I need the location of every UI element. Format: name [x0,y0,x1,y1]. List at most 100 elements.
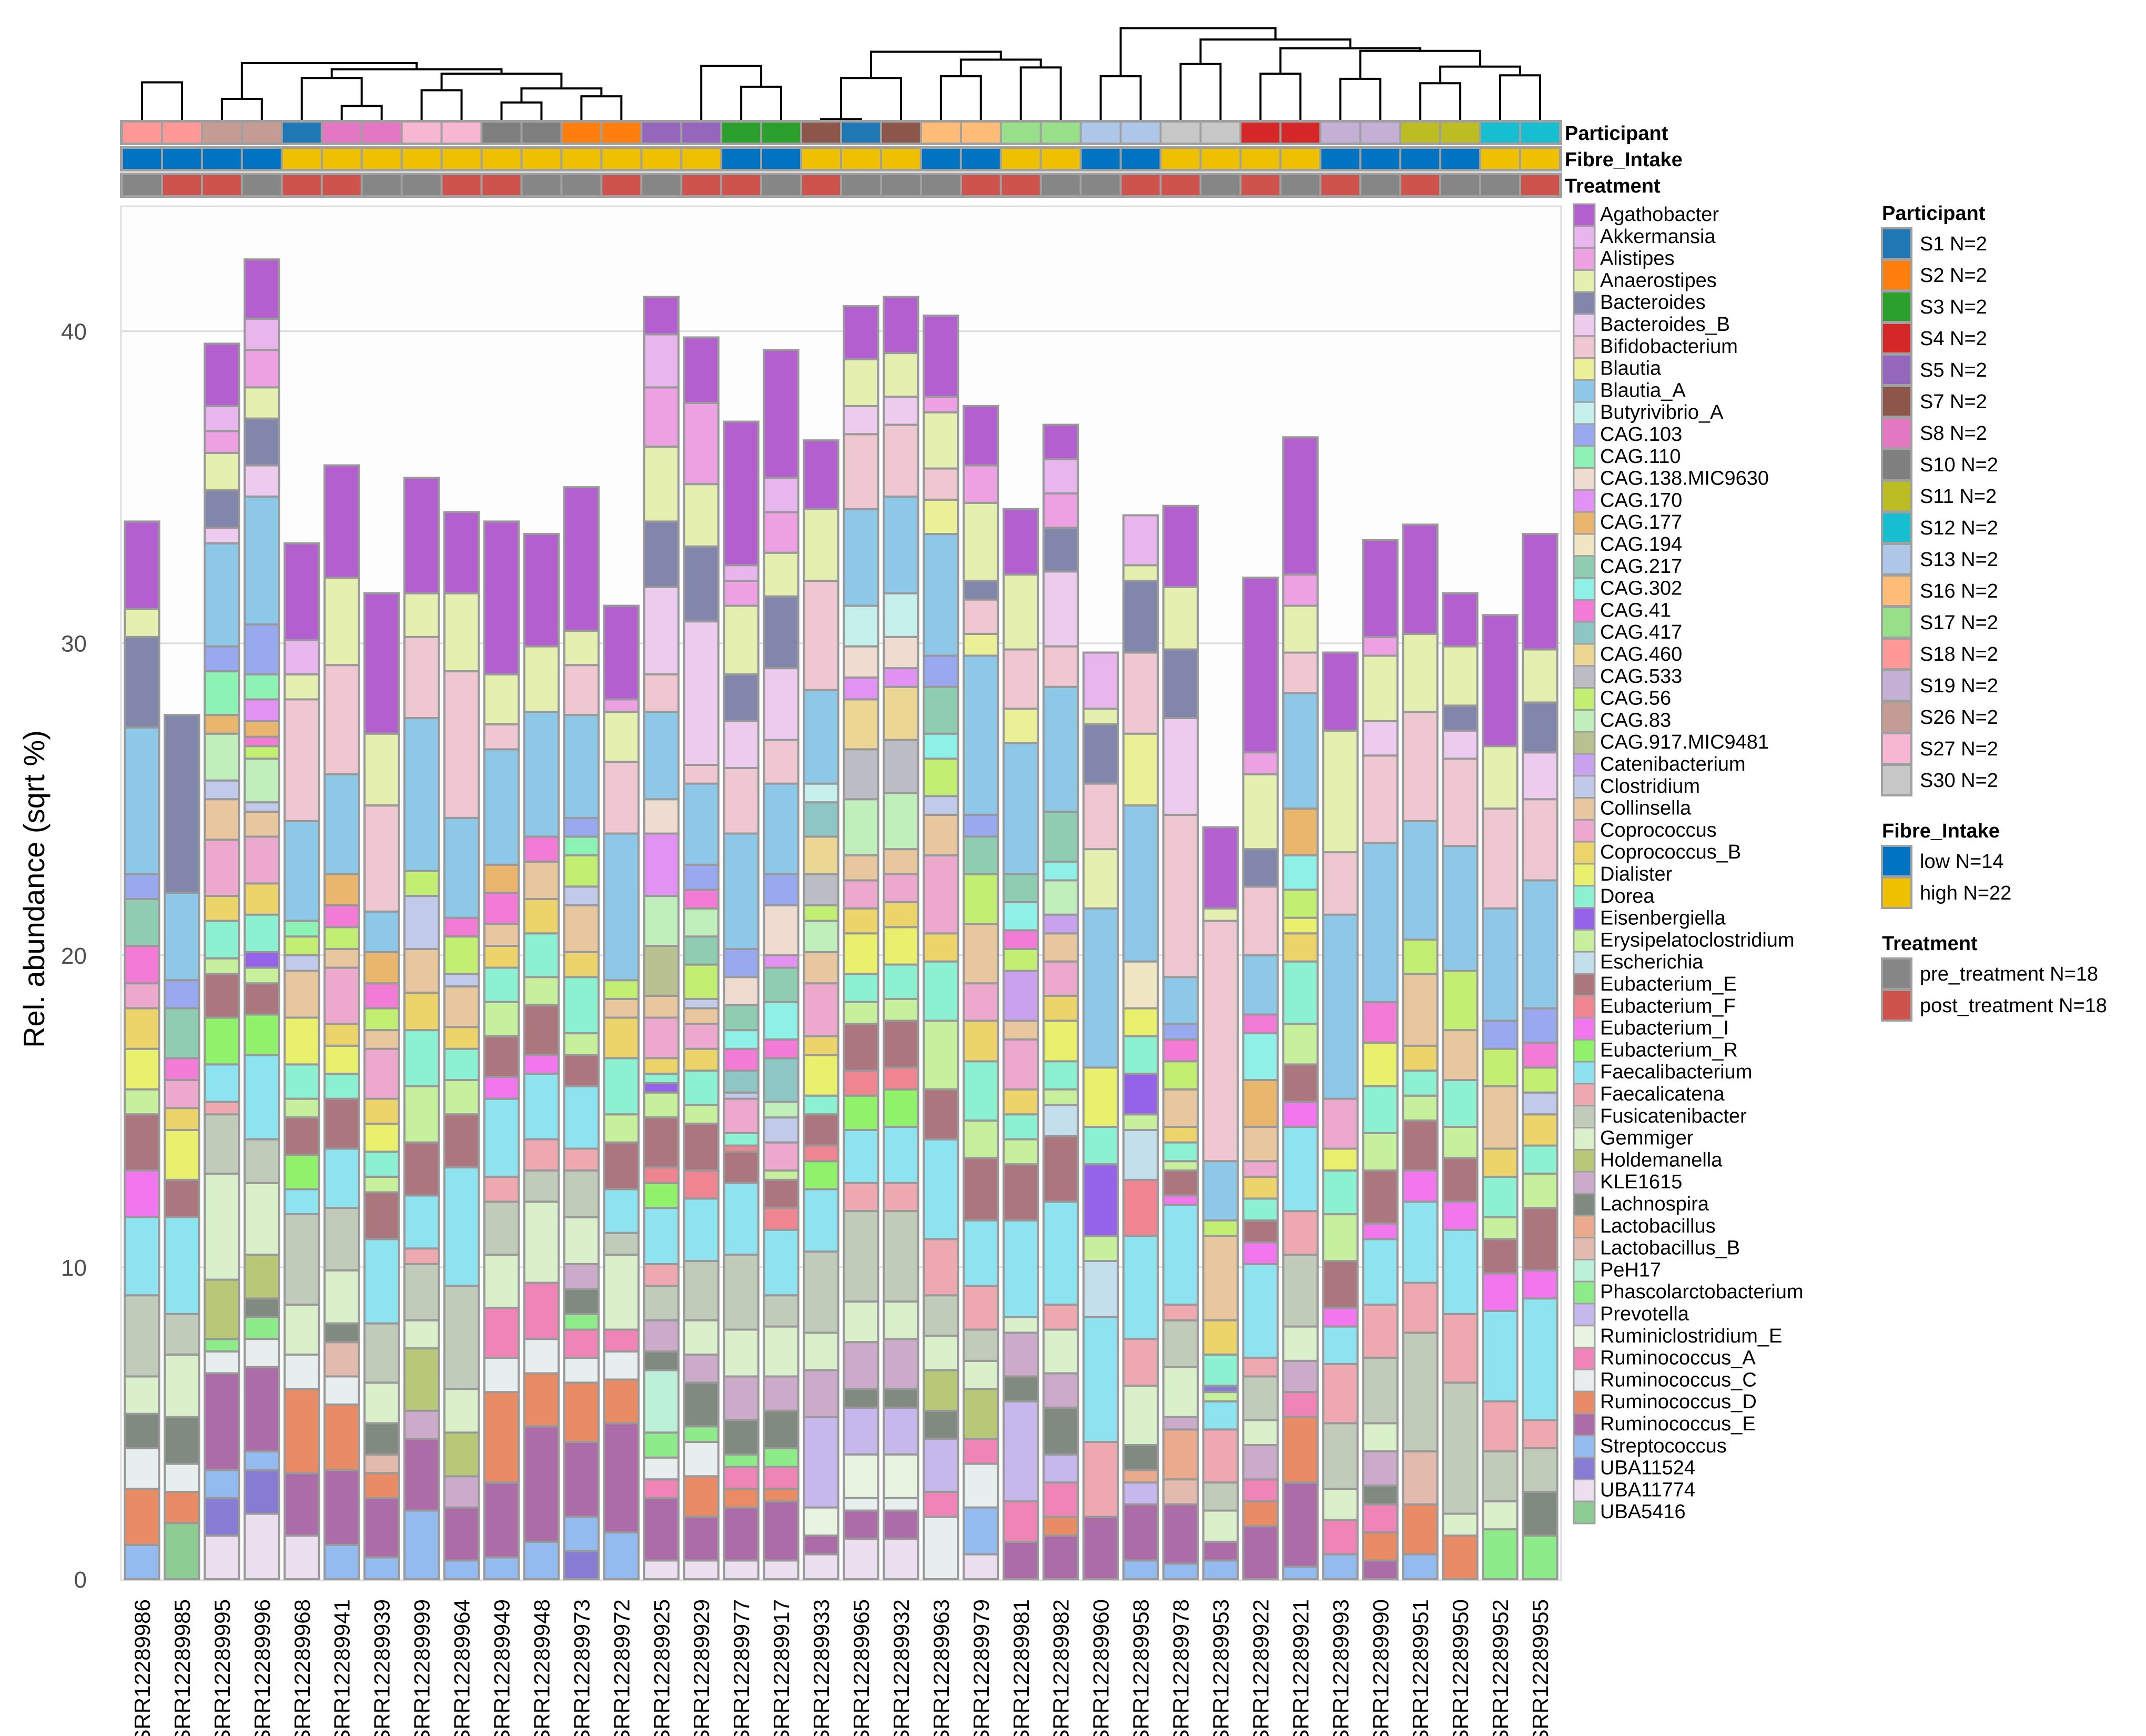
bar-segment-alistipes [204,430,240,454]
bar-segment-cag-103 [763,873,799,906]
bar-segment-ruminococcus-e [523,1425,560,1543]
bar-segment-cag-302 [1003,901,1039,932]
bar-segment-ruminococcus-c [204,1350,240,1375]
annotation-cell-participant [201,122,242,144]
y-axis: 0 10 20 30 40 [61,319,87,1593]
bar-segment-anaerostipes [1082,848,1119,910]
bar-segment-faecalibacterium [204,1063,240,1103]
bar-segment-fusicatenibacter [1282,1254,1319,1328]
bar-segment-clostridium [204,779,240,801]
bar-segment-blautia-a [1522,879,1558,1010]
bar-segment-lactobacillus-b [1162,1478,1199,1506]
bar-segment-dorea [923,960,959,1022]
bar-segment-blautia [1122,732,1159,807]
legend-swatch [1881,322,1912,355]
bar-segment-cag-41 [523,835,560,863]
bar-segment-erysipelatoclostridium [1362,1132,1399,1172]
x-tick-label: SRR12289952 [1488,1599,1513,1736]
dendrogram-branch [740,85,783,120]
bar-segment-bifidobacterium [1122,651,1159,735]
legend-label-cag-83: CAG.83 [1600,709,1671,731]
legend-label-alistipes: Alistipes [1600,248,1675,270]
bar-segment-collinsella [483,923,520,947]
bar-segment-cag-103 [923,654,959,688]
bar-segment-agathobacter [1282,436,1319,576]
bar-segment-anaerostipes [323,577,360,667]
bar-segment-collinsella [443,985,480,1028]
bar-segment-faecalibacterium [843,1128,879,1184]
bar-segment-bifidobacterium [1402,711,1439,822]
bar-segment-dialister [1362,1041,1399,1087]
bar-segment-bifidobacterium [1082,782,1119,851]
bar-segment-dorea [1003,1113,1039,1140]
bar-segment-cag-138-mic9630 [843,645,879,679]
bar-segment-ruminococcus-d [1442,1534,1479,1581]
bar-segment-coprococcus-b [1402,1044,1439,1072]
bar-segment-agathobacter [1482,614,1519,748]
bar-segment-cag-460 [803,835,839,875]
bar-segment-faecalibacterium [683,1197,720,1263]
bar-segment-ruminococcus-d [1402,1503,1439,1556]
x-tick-label: SRR12289963 [929,1599,954,1736]
legend-swatch-cag-56 [1573,687,1596,711]
bar-segment-ruminococcus-d [1362,1531,1399,1562]
bar-segment-collinsella [1202,1235,1239,1321]
bar-segment-ruminococcus-e [403,1438,440,1512]
bar-segment-faecalibacterium [1282,1126,1319,1213]
bar-segment-collinsella [1442,1029,1479,1082]
bar-segment-faecalicatena [843,1182,879,1213]
bar-segment-cag-177 [244,720,280,738]
bar-segment-blautia-a [363,910,400,953]
legend-swatch-cag-41 [1573,599,1596,623]
dendrogram-branch [340,105,383,120]
legend-label-uba5416: UBA5416 [1600,1501,1686,1523]
bar-segment-eubacterium-e [843,1023,879,1072]
bar-segment-eubacterium-e [763,1178,799,1209]
legend-label-escherichia: Escherichia [1600,951,1704,973]
bar-segment-eubacterium-e [443,1113,480,1169]
bar-segment-prevotella [923,1438,959,1493]
bar-segment-coprococcus-b [1282,932,1319,963]
bar-segment-eubacterium-e [603,1141,640,1190]
bar-segment-faecalicatena [483,1175,520,1203]
bar-segment-erysipelatoclostridium [843,1001,879,1025]
legend-swatch-bacteroides-b [1573,313,1596,337]
annotation-cell-fibre_intake [960,148,1001,170]
bar-segment-cag-138-mic9630 [883,635,919,670]
legend-swatch [1881,732,1912,765]
bar-segment-agathobacter [124,520,160,610]
bar-segment-dialister [124,1047,160,1091]
legend-swatch-faecalibacterium [1573,1061,1596,1085]
bar-segment-alistipes [923,396,959,413]
bar-segment-ruminococcus-d [683,1475,720,1518]
bar-segment-uba11774 [723,1559,760,1581]
bar-segment-agathobacter [523,533,560,648]
bar-segment-cag-103 [1522,1007,1558,1044]
bar-segment-ruminococcus-a [1003,1500,1039,1543]
bar-segment-ruminococcus-c [683,1441,720,1478]
bar-segment-coprococcus-b [1242,1175,1279,1200]
bar-segment-cag-302 [923,732,959,760]
legend-swatch-streptococcus [1573,1435,1596,1459]
bar-segment-kle1615 [1003,1331,1039,1378]
annotation-cell-treatment [1120,174,1161,196]
bar-segment-dorea [363,1150,400,1178]
x-tick-label: SRR12289985 [170,1599,195,1736]
bar-segment-cag-170 [843,676,879,701]
bar-segment-faecalibacterium [603,1188,640,1234]
x-tick-label: SRR12289986 [130,1599,155,1736]
bar-segment-butyrivibrio-a [843,604,879,648]
x-tick-label: SRR12289922 [1248,1599,1273,1736]
annotation-cell-treatment [521,174,562,196]
bar-segment-bifidobacterium [284,698,320,822]
bar-segment-ruminococcus-e [1122,1503,1159,1562]
bar-segment-ruminococcus-c [643,1456,680,1481]
dendrogram-branch [220,98,263,120]
annotation-cell-fibre_intake [281,148,322,170]
bar-segment-anaerostipes [1522,648,1558,704]
legend-swatch [1881,845,1912,877]
bar-segment-kle1615 [1242,1444,1279,1481]
bar-segment-eubacterium-e [284,1116,320,1156]
legend-swatch-phascolarctobacterium [1573,1280,1596,1305]
bar-segment-collinsella [643,994,680,1019]
